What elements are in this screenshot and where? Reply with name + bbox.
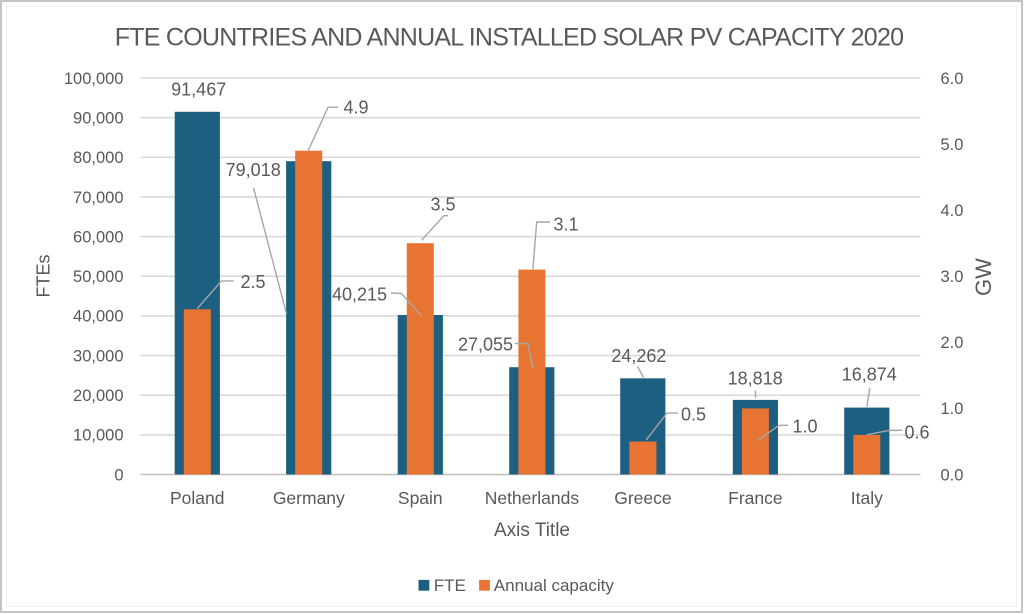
svg-text:Greece: Greece — [614, 488, 671, 508]
svg-text:40,215: 40,215 — [332, 285, 387, 305]
svg-text:4.9: 4.9 — [344, 98, 369, 118]
svg-text:5.0: 5.0 — [941, 136, 964, 154]
svg-text:90,000: 90,000 — [73, 110, 123, 128]
svg-text:Poland: Poland — [170, 488, 225, 508]
svg-text:18,818: 18,818 — [728, 369, 783, 389]
svg-text:0: 0 — [114, 466, 123, 484]
svg-text:Spain: Spain — [398, 488, 443, 508]
svg-text:FTE COUNTRIES AND ANNUAL INSTA: FTE COUNTRIES AND ANNUAL INSTALLED SOLAR… — [115, 24, 904, 52]
svg-text:3.1: 3.1 — [554, 215, 579, 235]
svg-text:1.0: 1.0 — [941, 400, 964, 418]
svg-text:Axis Title: Axis Title — [494, 520, 570, 541]
svg-text:27,055: 27,055 — [458, 335, 513, 355]
svg-text:30,000: 30,000 — [73, 347, 123, 365]
svg-text:GW: GW — [971, 258, 996, 296]
svg-text:20,000: 20,000 — [73, 387, 123, 405]
svg-text:0.5: 0.5 — [681, 405, 706, 425]
svg-text:4.0: 4.0 — [941, 202, 964, 220]
svg-text:France: France — [728, 488, 782, 508]
svg-text:Netherlands: Netherlands — [485, 488, 580, 508]
svg-text:16,874: 16,874 — [842, 365, 897, 385]
svg-text:100,000: 100,000 — [64, 70, 124, 88]
svg-text:60,000: 60,000 — [73, 228, 123, 246]
svg-text:6.0: 6.0 — [941, 70, 964, 88]
svg-text:Italy: Italy — [851, 488, 883, 508]
svg-text:2.0: 2.0 — [941, 334, 964, 352]
svg-text:80,000: 80,000 — [73, 149, 123, 167]
svg-text:3.0: 3.0 — [941, 268, 964, 286]
svg-text:FTEs: FTEs — [34, 255, 54, 298]
svg-text:Annual capacity: Annual capacity — [494, 576, 615, 595]
svg-text:3.5: 3.5 — [431, 195, 456, 215]
svg-text:0.6: 0.6 — [905, 423, 930, 443]
svg-text:2.5: 2.5 — [241, 272, 266, 292]
svg-text:70,000: 70,000 — [73, 189, 123, 207]
svg-text:Germany: Germany — [273, 488, 345, 508]
svg-text:FTE: FTE — [434, 576, 466, 595]
svg-text:1.0: 1.0 — [793, 417, 818, 437]
svg-text:24,262: 24,262 — [611, 346, 666, 366]
svg-text:50,000: 50,000 — [73, 268, 123, 286]
svg-text:0.0: 0.0 — [941, 466, 964, 484]
svg-text:40,000: 40,000 — [73, 308, 123, 326]
svg-text:79,018: 79,018 — [226, 160, 281, 180]
svg-text:10,000: 10,000 — [73, 427, 123, 445]
svg-text:91,467: 91,467 — [171, 80, 226, 100]
